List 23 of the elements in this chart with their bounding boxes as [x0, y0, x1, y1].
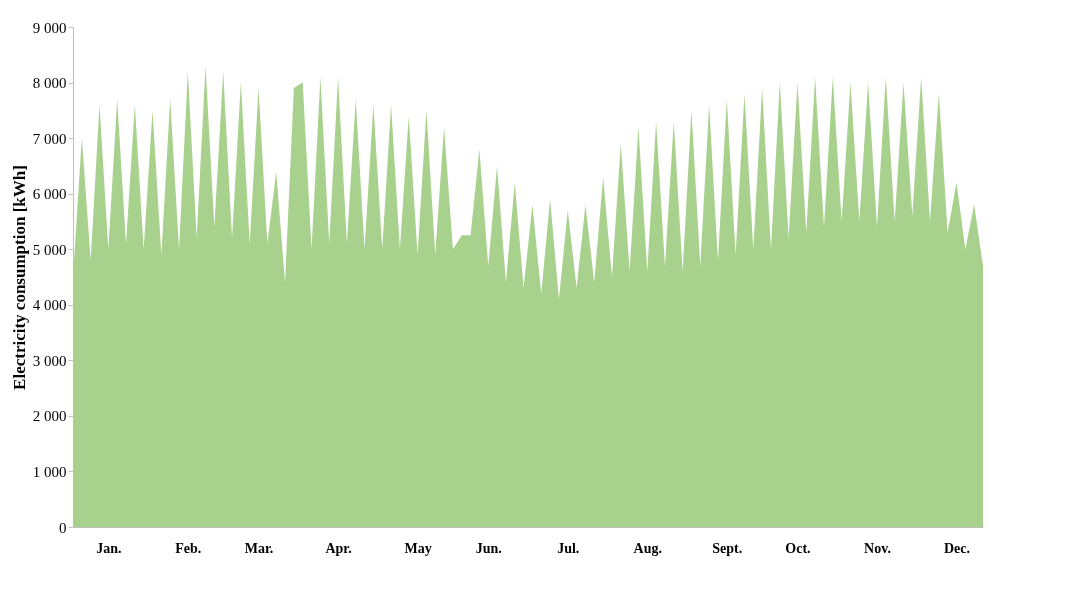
y-tick-label: 7 000: [32, 130, 67, 147]
x-tick-label: Sept.: [712, 540, 743, 556]
y-tick-label: 5 000: [32, 241, 67, 258]
y-tick-label: 8 000: [32, 75, 67, 92]
y-tick-label: 9 000: [32, 19, 67, 36]
x-tick-label: Jun.: [475, 540, 502, 556]
y-tick-label: 2 000: [32, 408, 67, 425]
x-tick-label: Jan.: [96, 540, 122, 556]
x-tick-label: May: [404, 540, 432, 556]
y-tick-label: 6 000: [32, 186, 67, 203]
x-tick-label: Feb.: [175, 540, 202, 556]
x-tick-label: Nov.: [864, 540, 891, 556]
y-tick-label: 4 000: [32, 297, 67, 314]
x-tick-label: Dec.: [943, 540, 971, 556]
y-tick-label: 3 000: [32, 352, 67, 369]
y-axis-title: Electricity consumption [kWh]: [9, 165, 29, 390]
y-tick-label: 1 000: [32, 463, 67, 480]
x-tick-label: Apr.: [325, 540, 352, 556]
x-tick-label: Mar.: [244, 540, 274, 556]
x-tick-label: Jul.: [557, 540, 580, 556]
x-tick-label: Aug.: [633, 540, 662, 556]
x-tick-label: Oct.: [785, 540, 811, 556]
y-tick-label: 0: [59, 519, 67, 536]
